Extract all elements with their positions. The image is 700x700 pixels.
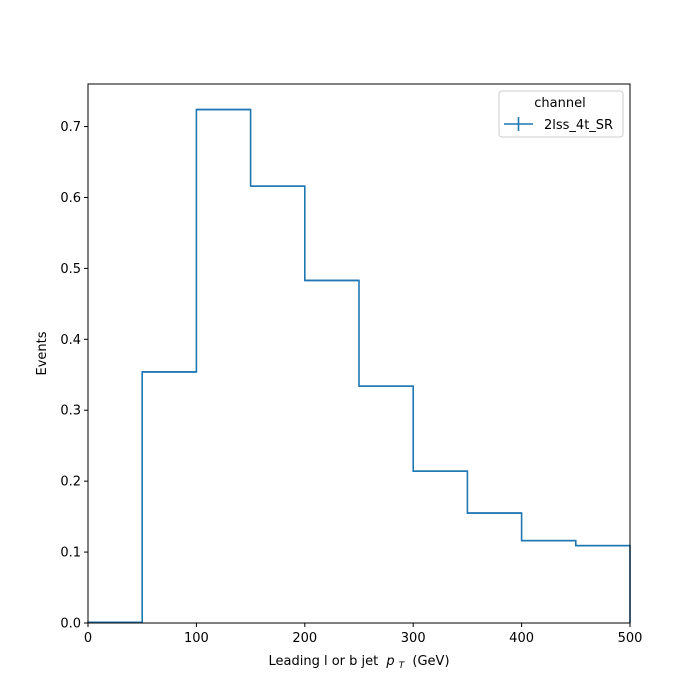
legend: channel 2lss_4t_SR bbox=[498, 90, 624, 138]
x-axis-label-unit: (GeV) bbox=[412, 654, 449, 669]
y-tick-label: 0.0 bbox=[60, 617, 81, 632]
x-tick-label: 0 bbox=[84, 631, 92, 646]
x-tick-label: 500 bbox=[618, 631, 643, 646]
y-tick-label: 0.3 bbox=[60, 404, 81, 419]
x-axis: 0 100 200 300 400 500 bbox=[84, 623, 643, 646]
y-tick-label: 0.2 bbox=[60, 475, 81, 490]
plot-frame bbox=[87, 83, 631, 624]
histogram-series-line bbox=[87, 108, 631, 624]
legend-label: 2lss_4t_SR bbox=[544, 118, 613, 133]
y-tick-label: 0.5 bbox=[60, 262, 81, 277]
x-axis-label-text: Leading l or b jet bbox=[268, 654, 378, 669]
legend-title: channel bbox=[534, 96, 585, 111]
y-axis: 0.0 0.1 0.2 0.3 0.4 0.5 0.6 0.7 bbox=[60, 120, 88, 632]
legend-marker-icon bbox=[504, 117, 533, 131]
y-tick-label: 0.6 bbox=[60, 191, 81, 206]
x-axis-label-math-sub: T bbox=[399, 661, 406, 671]
x-tick-label: 300 bbox=[401, 631, 426, 646]
x-tick-label: 200 bbox=[292, 631, 317, 646]
y-axis-label: Events bbox=[35, 331, 50, 375]
x-axis-label: Leading l or b jet p T (GeV) bbox=[268, 654, 449, 672]
x-axis-label-math: p bbox=[385, 654, 394, 669]
legend-box bbox=[498, 90, 624, 138]
x-tick-label: 100 bbox=[184, 631, 209, 646]
x-tick-label: 400 bbox=[509, 631, 534, 646]
y-tick-label: 0.7 bbox=[60, 120, 81, 135]
y-tick-label: 0.4 bbox=[60, 333, 81, 348]
y-tick-label: 0.1 bbox=[60, 546, 81, 561]
plot-area bbox=[87, 108, 631, 624]
